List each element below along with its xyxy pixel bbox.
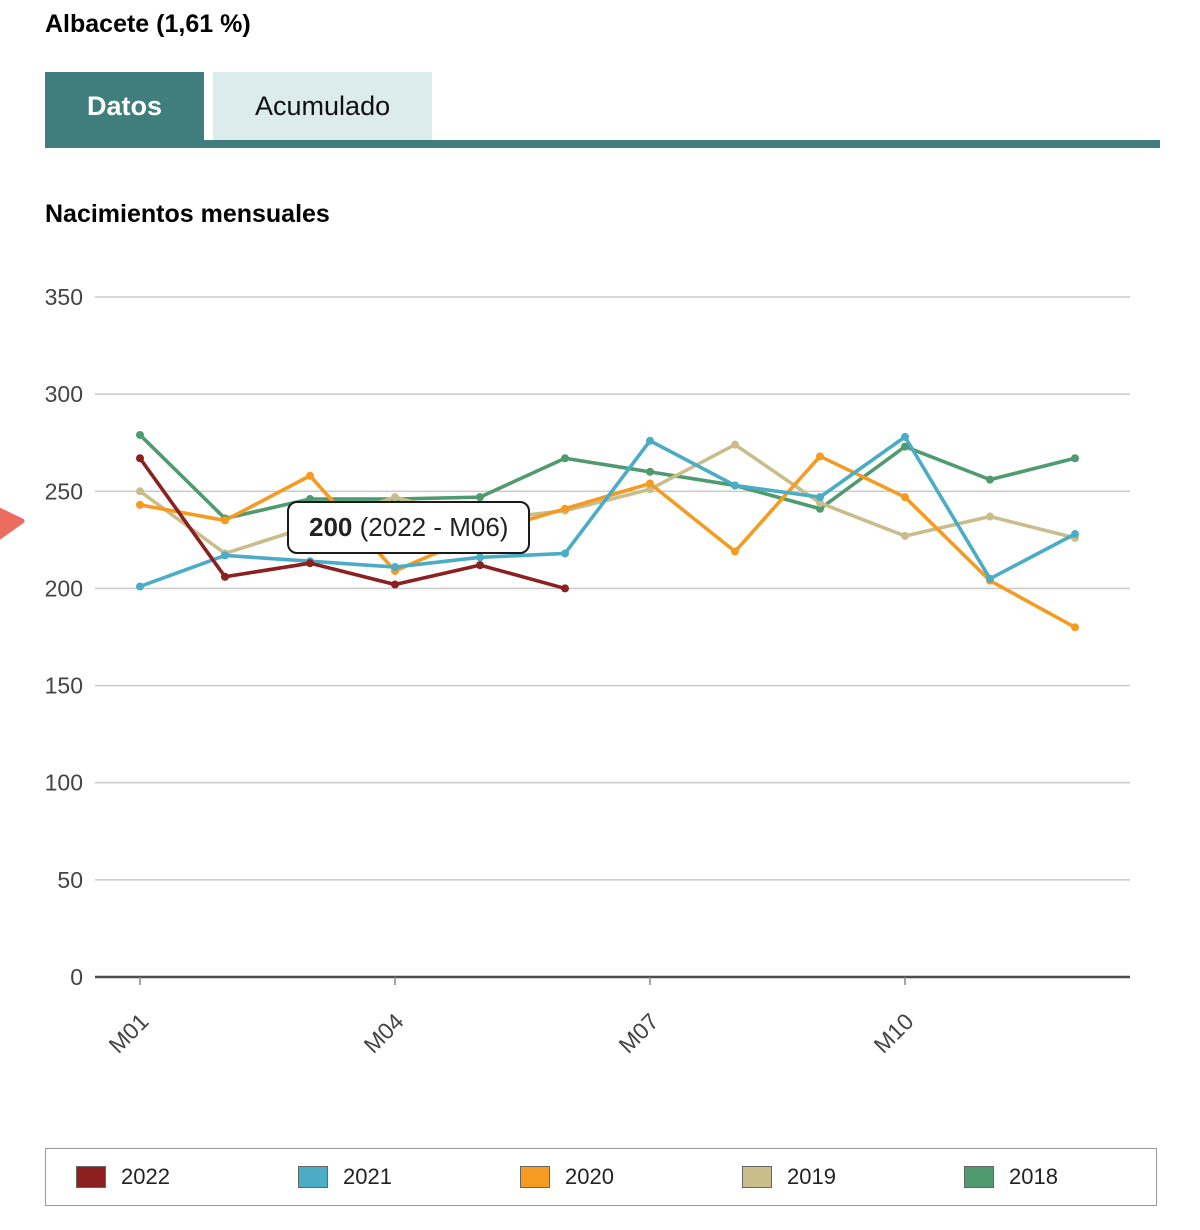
chart-tooltip: 200 (2022 - M06)	[287, 501, 531, 554]
legend-swatch-icon	[76, 1166, 106, 1188]
data-point[interactable]	[1071, 454, 1079, 463]
legend-label: 2019	[787, 1164, 836, 1189]
line-chart[interactable]: 0 50 100 150 200 250 300 350 M01 M04 M07 M10	[0, 268, 1200, 1068]
tab-datos[interactable]: Datos	[45, 72, 205, 140]
legend-item-2020[interactable]: 2020	[490, 1164, 712, 1190]
legend-swatch-icon	[742, 1166, 772, 1188]
data-point[interactable]	[646, 467, 654, 476]
data-point[interactable]	[221, 572, 229, 581]
x-axis-label: M07	[614, 1008, 664, 1058]
y-axis-label: 200	[45, 575, 83, 601]
data-point[interactable]	[816, 452, 824, 461]
data-point[interactable]	[561, 584, 569, 593]
legend-label: 2022	[121, 1164, 170, 1189]
data-point[interactable]	[901, 531, 909, 540]
x-axis-label: M04	[359, 1008, 409, 1058]
data-point[interactable]	[221, 551, 229, 560]
data-point[interactable]	[986, 512, 994, 521]
data-point[interactable]	[646, 436, 654, 445]
tab-acumulado[interactable]: Acumulado	[213, 72, 433, 140]
data-point[interactable]	[221, 516, 229, 525]
legend-label: 2020	[565, 1164, 614, 1189]
legend-item-2021[interactable]: 2021	[268, 1164, 490, 1190]
data-point[interactable]	[136, 430, 144, 439]
legend-swatch-icon	[298, 1166, 328, 1188]
data-point[interactable]	[476, 553, 484, 562]
data-point[interactable]	[816, 498, 824, 507]
data-point[interactable]	[731, 440, 739, 449]
data-point[interactable]	[476, 493, 484, 502]
data-point[interactable]	[1071, 530, 1079, 539]
data-point[interactable]	[731, 547, 739, 556]
data-point[interactable]	[391, 493, 399, 502]
y-axis-label: 0	[70, 964, 83, 990]
data-point[interactable]	[816, 493, 824, 502]
data-point[interactable]	[901, 493, 909, 502]
legend-swatch-icon	[964, 1166, 994, 1188]
series-line-2022[interactable]	[138, 456, 567, 591]
series-line-2018[interactable]	[138, 433, 1077, 521]
data-point[interactable]	[1071, 623, 1079, 632]
page-title: Albacete (1,61 %)	[45, 10, 251, 38]
data-point[interactable]	[901, 442, 909, 451]
legend-label: 2021	[343, 1164, 392, 1189]
cursor-pointer-icon	[0, 505, 28, 549]
data-point[interactable]	[646, 479, 654, 488]
legend-item-2018[interactable]: 2018	[934, 1164, 1156, 1190]
data-point[interactable]	[476, 561, 484, 570]
data-point[interactable]	[561, 454, 569, 463]
data-point[interactable]	[391, 580, 399, 589]
legend: 2022 2021 2020 2019 2018	[45, 1148, 1157, 1206]
tooltip-value: 200	[309, 512, 353, 542]
data-point[interactable]	[306, 559, 314, 568]
y-axis-label: 50	[57, 867, 83, 893]
data-point[interactable]	[136, 487, 144, 496]
series-line-2021[interactable]	[138, 435, 1077, 589]
legend-item-2022[interactable]: 2022	[46, 1164, 268, 1190]
y-axis-label: 150	[45, 673, 83, 699]
series-line-2020[interactable]	[138, 454, 1077, 630]
y-axis-label: 300	[45, 381, 83, 407]
tab-bar: Datos Acumulado	[45, 72, 1160, 148]
legend-label: 2018	[1009, 1164, 1058, 1189]
data-point[interactable]	[731, 481, 739, 490]
data-point[interactable]	[816, 504, 824, 513]
x-axis-label: M10	[869, 1008, 919, 1058]
data-point[interactable]	[136, 454, 144, 463]
y-axis-label: 100	[45, 770, 83, 796]
data-point[interactable]	[306, 471, 314, 480]
tooltip-context: (2022 - M06)	[352, 512, 509, 542]
data-point[interactable]	[901, 432, 909, 441]
y-axis-label: 350	[45, 284, 83, 310]
data-point[interactable]	[561, 549, 569, 558]
data-point[interactable]	[986, 475, 994, 484]
data-point[interactable]	[391, 563, 399, 572]
y-axis-label: 250	[45, 478, 83, 504]
data-point[interactable]	[136, 582, 144, 591]
legend-swatch-icon	[520, 1166, 550, 1188]
data-point[interactable]	[136, 500, 144, 509]
chart-title: Nacimientos mensuales	[45, 200, 330, 228]
x-axis-label: M01	[104, 1008, 154, 1058]
data-point[interactable]	[986, 574, 994, 583]
data-point[interactable]	[561, 504, 569, 513]
legend-item-2019[interactable]: 2019	[712, 1164, 934, 1190]
